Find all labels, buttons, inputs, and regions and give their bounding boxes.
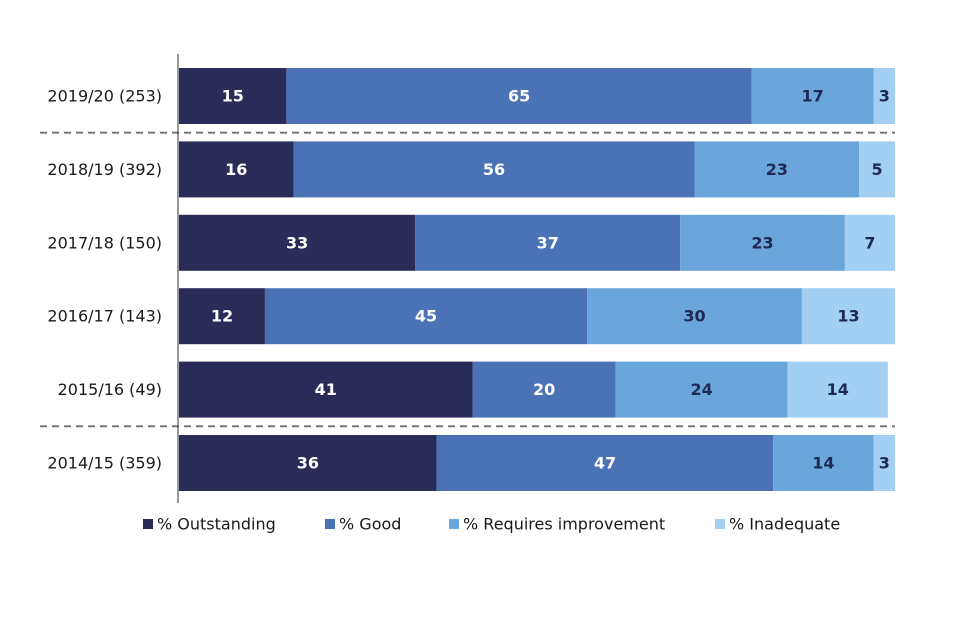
data-label: 16 [225, 160, 247, 179]
category-label: 2017/18 (150) [47, 233, 162, 252]
bar-segment [436, 435, 774, 491]
category-label: 2014/15 (359) [47, 454, 162, 473]
data-label: 23 [766, 160, 788, 179]
bar-segment [873, 68, 895, 124]
data-label: 12 [211, 307, 233, 326]
bar-segment [415, 214, 681, 271]
data-label: 7 [864, 233, 875, 252]
data-label: 37 [537, 233, 559, 252]
legend: % Outstanding % Good % Requires improvemen… [143, 515, 840, 534]
bar-segment [472, 361, 616, 418]
bar-segment [680, 214, 845, 271]
bar-segment [873, 435, 895, 491]
data-label: 36 [297, 454, 319, 473]
bar-segment [179, 68, 287, 124]
data-label: 17 [802, 87, 824, 106]
data-label: 41 [315, 380, 337, 399]
data-label: 15 [222, 87, 244, 106]
bar-segment [615, 361, 788, 418]
legend-swatch [715, 519, 725, 529]
data-label: 56 [483, 160, 505, 179]
data-label: 20 [533, 380, 555, 399]
bar-segment [179, 288, 265, 345]
data-label: 30 [683, 307, 705, 326]
bar-layer: 15 65 17 3 16 56 23 5 33 37 23 7 12 45 30 13 41 20 24 14 36 4… [179, 68, 895, 491]
data-label: 24 [691, 380, 713, 399]
legend-label: % Inadequate [729, 515, 840, 534]
category-label: 2016/17 (143) [47, 307, 162, 326]
bar-segment [801, 288, 895, 345]
data-label: 45 [415, 307, 437, 326]
data-label: 47 [594, 454, 616, 473]
data-label: 14 [827, 380, 849, 399]
bar-segment [859, 141, 895, 198]
category-label: 2015/16 (49) [58, 380, 162, 399]
data-label: 3 [879, 454, 890, 473]
bar-segment [844, 214, 895, 271]
bar-segment [773, 435, 874, 491]
category-label: 2019/20 (253) [47, 87, 162, 106]
bar-segment [293, 141, 695, 198]
legend-label: % Good [339, 515, 401, 534]
bar-segment [694, 141, 860, 198]
bar-segment [179, 214, 416, 271]
data-label: 14 [812, 454, 834, 473]
bar-segment [179, 361, 473, 418]
legend-swatch [449, 519, 459, 529]
legend-swatch [143, 519, 153, 529]
data-label: 33 [286, 233, 308, 252]
bar-segment [179, 435, 437, 491]
data-label: 5 [872, 160, 883, 179]
data-label: 3 [879, 87, 890, 106]
legend-label: % Requires improvement [463, 515, 665, 534]
data-label: 23 [751, 233, 773, 252]
data-label: 13 [837, 307, 859, 326]
legend-swatch [325, 519, 335, 529]
bar-segment [587, 288, 802, 345]
bar-segment [787, 361, 888, 418]
category-label: 2018/19 (392) [47, 160, 162, 179]
category-label-layer: 2019/20 (253) 2018/19 (392) 2017/18 (150) 2… [47, 87, 162, 473]
separator-layer [40, 131, 895, 428]
data-label: 65 [508, 87, 530, 106]
bar-segment [264, 288, 588, 345]
bar-segment [286, 68, 752, 124]
legend-label: % Outstanding [157, 515, 276, 534]
bar-segment [751, 68, 874, 124]
bar-segment [179, 141, 294, 198]
